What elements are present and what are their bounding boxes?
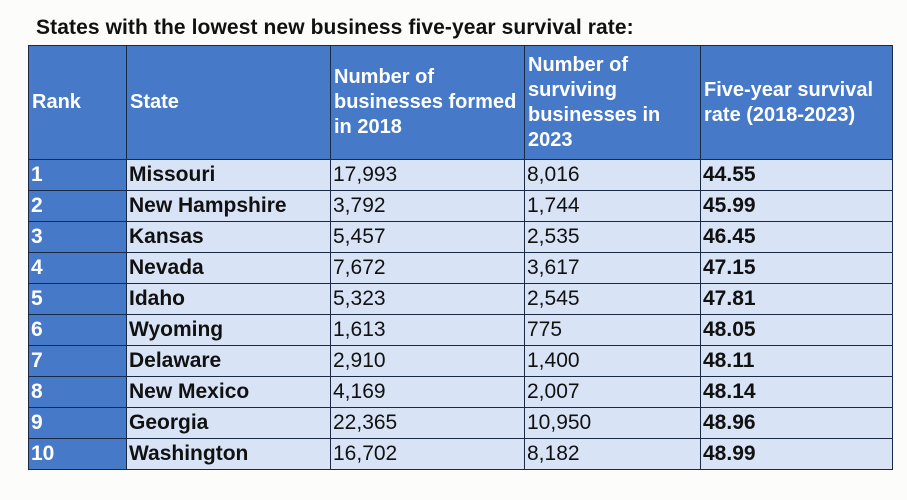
header-state: State	[126, 45, 331, 160]
state-cell: New Hampshire	[126, 190, 331, 222]
table-row: 6 Wyoming 1,613 775 48.05	[28, 314, 893, 346]
state-cell: Missouri	[126, 159, 331, 191]
table-row: 4 Nevada 7,672 3,617 47.15	[28, 252, 893, 284]
formed-cell: 22,365	[330, 407, 525, 439]
rate-cell: 48.96	[700, 407, 893, 439]
surviving-cell: 3,617	[524, 252, 701, 284]
surviving-cell: 10,950	[524, 407, 701, 439]
rate-cell: 47.15	[700, 252, 893, 284]
table-row: 7 Delaware 2,910 1,400 48.11	[28, 345, 893, 377]
surviving-cell: 775	[524, 314, 701, 346]
rate-cell: 44.55	[700, 159, 893, 191]
header-surviving-businesses: Number of surviving businesses in 2023	[524, 45, 701, 160]
formed-cell: 7,672	[330, 252, 525, 284]
surviving-cell: 8,182	[524, 438, 701, 470]
formed-cell: 16,702	[330, 438, 525, 470]
rate-cell: 46.45	[700, 221, 893, 253]
rate-cell: 48.14	[700, 376, 893, 408]
formed-cell: 17,993	[330, 159, 525, 191]
table-row: 3 Kansas 5,457 2,535 46.45	[28, 221, 893, 253]
rate-cell: 48.11	[700, 345, 893, 377]
table-row: 2 New Hampshire 3,792 1,744 45.99	[28, 190, 893, 222]
rate-cell: 48.05	[700, 314, 893, 346]
page-title: States with the lowest new business five…	[36, 16, 634, 39]
header-rank: Rank	[28, 45, 127, 160]
rank-cell: 4	[28, 252, 127, 284]
formed-cell: 4,169	[330, 376, 525, 408]
rate-cell: 45.99	[700, 190, 893, 222]
rank-cell: 6	[28, 314, 127, 346]
table-row: 9 Georgia 22,365 10,950 48.96	[28, 407, 893, 439]
formed-cell: 1,613	[330, 314, 525, 346]
rank-cell: 7	[28, 345, 127, 377]
state-cell: New Mexico	[126, 376, 331, 408]
rank-cell: 8	[28, 376, 127, 408]
rate-cell: 48.99	[700, 438, 893, 470]
rank-cell: 9	[28, 407, 127, 439]
rate-cell: 47.81	[700, 283, 893, 315]
formed-cell: 2,910	[330, 345, 525, 377]
surviving-cell: 1,744	[524, 190, 701, 222]
survival-rate-table: Rank State Number of businesses formed i…	[28, 45, 893, 470]
rank-cell: 10	[28, 438, 127, 470]
formed-cell: 5,457	[330, 221, 525, 253]
header-survival-rate: Five-year survival rate (2018-2023)	[700, 45, 893, 160]
state-cell: Georgia	[126, 407, 331, 439]
table-row: 8 New Mexico 4,169 2,007 48.14	[28, 376, 893, 408]
surviving-cell: 2,535	[524, 221, 701, 253]
state-cell: Kansas	[126, 221, 331, 253]
state-cell: Idaho	[126, 283, 331, 315]
header-businesses-formed: Number of businesses formed in 2018	[330, 45, 525, 160]
surviving-cell: 8,016	[524, 159, 701, 191]
state-cell: Delaware	[126, 345, 331, 377]
rank-cell: 3	[28, 221, 127, 253]
table-row: 1 Missouri 17,993 8,016 44.55	[28, 159, 893, 191]
rank-cell: 1	[28, 159, 127, 191]
rank-cell: 2	[28, 190, 127, 222]
surviving-cell: 2,545	[524, 283, 701, 315]
table-row: 5 Idaho 5,323 2,545 47.81	[28, 283, 893, 315]
state-cell: Nevada	[126, 252, 331, 284]
rank-cell: 5	[28, 283, 127, 315]
table-header-row: Rank State Number of businesses formed i…	[28, 45, 893, 160]
table-row: 10 Washington 16,702 8,182 48.99	[28, 438, 893, 470]
formed-cell: 3,792	[330, 190, 525, 222]
state-cell: Wyoming	[126, 314, 331, 346]
surviving-cell: 1,400	[524, 345, 701, 377]
surviving-cell: 2,007	[524, 376, 701, 408]
formed-cell: 5,323	[330, 283, 525, 315]
state-cell: Washington	[126, 438, 331, 470]
